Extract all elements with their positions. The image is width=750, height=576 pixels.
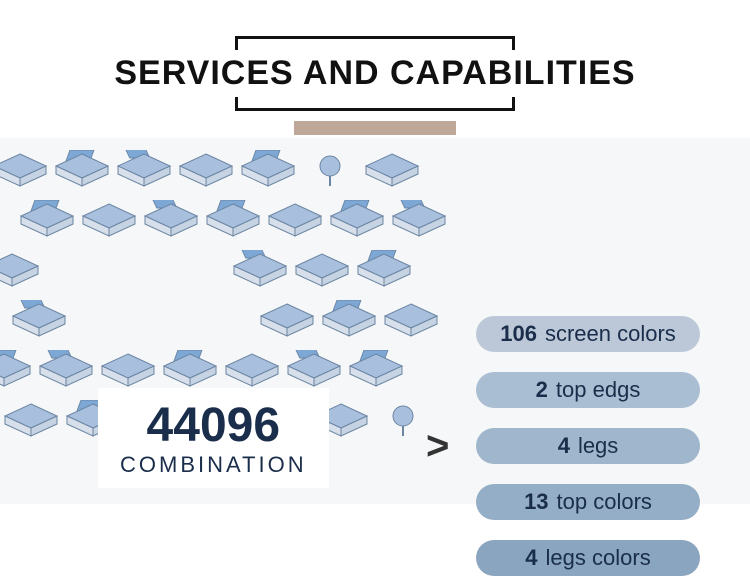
furniture-icon: [389, 200, 449, 246]
pill-value: 4: [525, 545, 537, 571]
pill-label: top colors: [557, 489, 652, 515]
combination-number: 44096: [120, 402, 307, 450]
furniture-icon: [141, 200, 201, 246]
pill-label: top edgs: [556, 377, 640, 403]
furniture-icon: [265, 200, 325, 246]
furniture-icon: [300, 150, 360, 196]
furniture-icon: [292, 250, 352, 296]
furniture-icon: [230, 250, 290, 296]
furniture-icon: [354, 250, 414, 296]
furniture-icon: [319, 300, 379, 346]
pill-label: screen colors: [545, 321, 676, 347]
furniture-icon: [327, 200, 387, 246]
pill-value: 2: [536, 377, 548, 403]
furniture-icon: [52, 150, 112, 196]
page-title: SERVICES AND CAPABILITIES: [114, 50, 635, 97]
attribute-pill: 4 legs: [476, 428, 700, 464]
furniture-icon: [1, 400, 61, 446]
furniture-icon: [0, 150, 50, 196]
furniture-icon: [381, 300, 441, 346]
furniture-icon: [0, 250, 42, 296]
pill-label: legs: [578, 433, 618, 459]
pill-label: legs colors: [546, 545, 651, 571]
furniture-icon: [257, 300, 317, 346]
furniture-icon: [9, 300, 69, 346]
attribute-pill: 4 legs colors: [476, 540, 700, 576]
furniture-icon: [373, 400, 433, 446]
combination-callout: 44096 COMBINATION: [98, 388, 329, 488]
furniture-icon: [346, 350, 406, 396]
furniture-icon: [203, 200, 263, 246]
furniture-icon: [362, 150, 422, 196]
pill-value: 13: [524, 489, 548, 515]
pill-value: 106: [500, 321, 537, 347]
furniture-icon: [238, 150, 298, 196]
furniture-icon: [36, 350, 96, 396]
pill-value: 4: [558, 433, 570, 459]
title-bracket-top: [235, 36, 515, 50]
attribute-pill-list: 106 screen colors 2 top edgs 4 legs 13 top colo…: [476, 316, 700, 576]
title-bracket-bottom: [235, 97, 515, 111]
furniture-icon: [17, 200, 77, 246]
greater-than-icon: >: [426, 424, 449, 469]
accent-bar: [294, 121, 456, 135]
attribute-pill: 106 screen colors: [476, 316, 700, 352]
furniture-icon: [79, 200, 139, 246]
furniture-icon: [114, 150, 174, 196]
furniture-icon: [0, 350, 34, 396]
attribute-pill: 13 top colors: [476, 484, 700, 520]
attribute-pill: 2 top edgs: [476, 372, 700, 408]
furniture-icon: [176, 150, 236, 196]
combination-label: COMBINATION: [120, 452, 307, 478]
